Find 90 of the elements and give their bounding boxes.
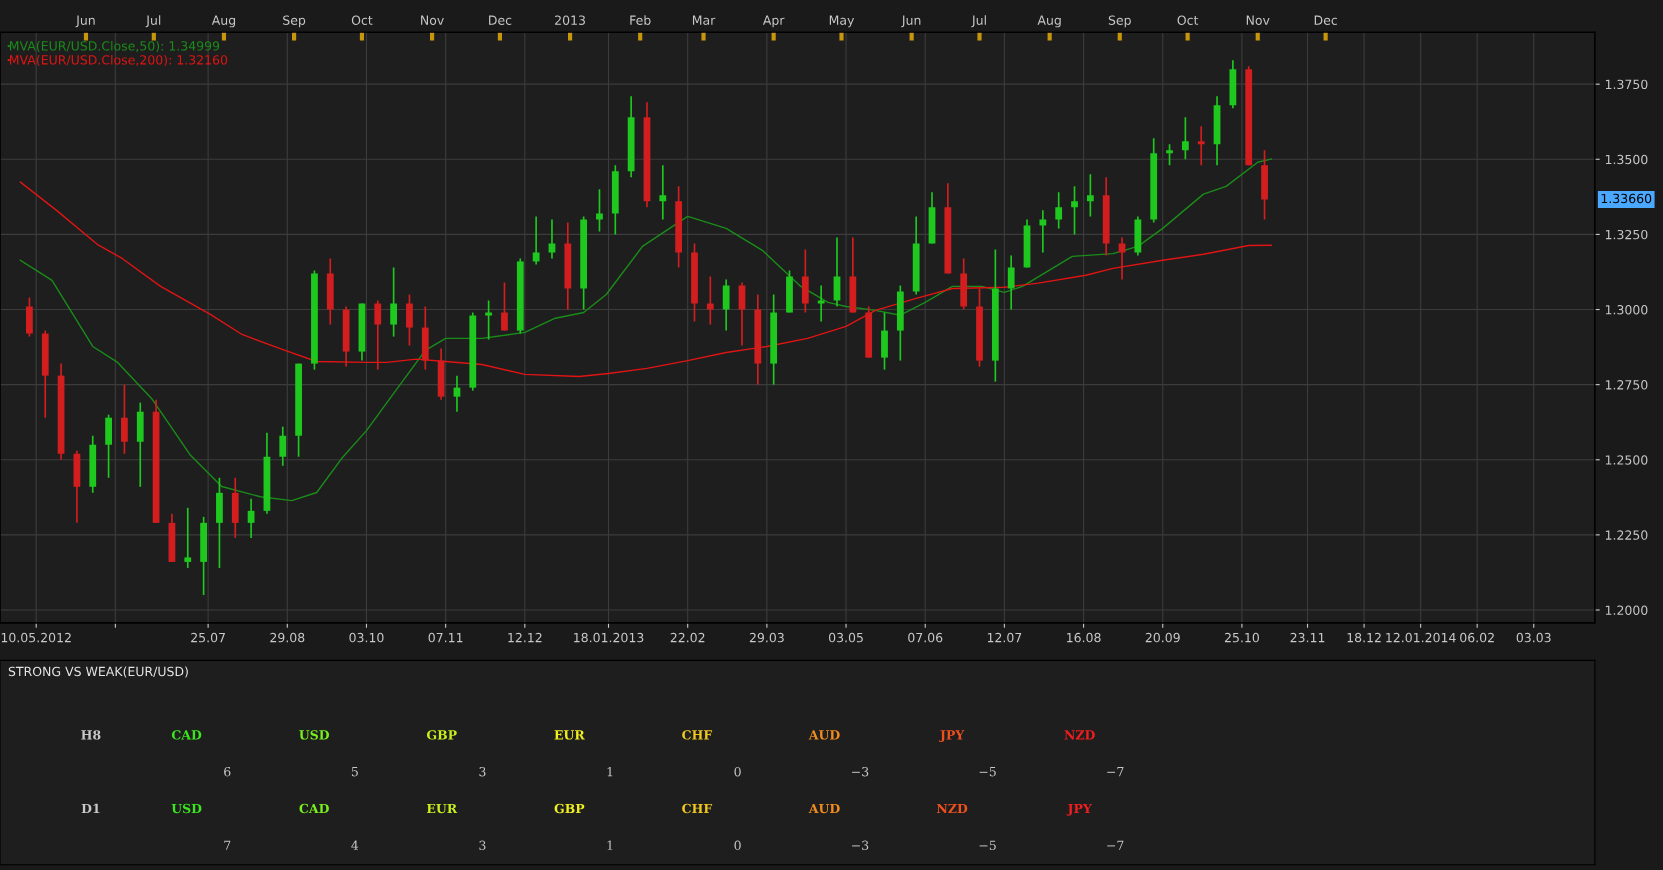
x2-tick-label: 2013 [555, 15, 585, 25]
text: CHF 0 [682, 730, 741, 777]
candlestick [1007, 254, 1015, 311]
x-tick-label: 18.01.2013 [574, 632, 644, 643]
y-tick-label: 1.2750 [1605, 380, 1648, 390]
x2-tick-label: May [829, 15, 855, 28]
candlestick [390, 266, 398, 338]
x-tick-label: 03.10 [349, 632, 384, 643]
candlestick [1197, 125, 1205, 167]
candlestick [501, 281, 508, 332]
candlestick [374, 299, 382, 371]
y-tick-label: 1.3500 [1605, 154, 1648, 165]
x-tick-label: 03.03 [1516, 632, 1551, 643]
candlestick [279, 425, 287, 467]
y-tick-label: 1.3250 [1605, 229, 1648, 240]
text: EUR 3 [426, 803, 486, 851]
candlestick [1181, 116, 1189, 161]
x-tick-label: 29.03 [749, 632, 784, 643]
x2-tick-label: Nov [421, 15, 444, 25]
text: EUR 1 [554, 730, 613, 777]
category-label: D1 [81, 803, 100, 814]
text: JPY −7 [1066, 803, 1124, 850]
y-tick-label: 1.2500 [1605, 455, 1648, 465]
x-tick-label: 20.09 [1145, 632, 1180, 643]
x-tick-label: 12.12 [508, 632, 542, 643]
x-tick-label: 06.02 [1460, 632, 1494, 643]
candlestick [1166, 143, 1173, 167]
text: NZD −7 [1064, 730, 1124, 777]
x2-tick-label: Nov [1246, 15, 1270, 25]
text: CAD 4 [299, 803, 359, 850]
x2-tick-label: Oct [1177, 15, 1199, 25]
x2-tick-label: Oct [351, 15, 373, 25]
text: AUD −3 [808, 803, 869, 851]
legend-label: MVA(EUR/USD.Close,200): 1.32160 [9, 54, 228, 67]
x2-tick-label: Apr [762, 15, 785, 28]
legend-label: MVA(EUR/USD.Close,50): 1.34999 [9, 40, 220, 53]
x2-tick-label: Aug [1037, 15, 1061, 28]
x2-tick-label: Jun [901, 15, 921, 28]
candlestick [532, 215, 540, 266]
line-series [19, 181, 1273, 378]
x-tick-label: 29.08 [270, 632, 305, 643]
x2-tick-label: Jun [75, 15, 95, 28]
x2-tick-label: Mar [692, 15, 716, 25]
x2-tick-label: Sep [1108, 15, 1131, 28]
candlestick [1071, 185, 1078, 236]
x2-tick-label: Aug [211, 15, 236, 28]
candlestick [706, 275, 714, 326]
y-tick-label: 1.3000 [1605, 305, 1648, 315]
y-tick-label: 1.2000 [1605, 605, 1648, 615]
x2-tick-label: Sep [283, 15, 306, 28]
x2-tick-label: Dec [1314, 15, 1337, 25]
candlestick [1055, 191, 1063, 230]
text: USD 5 [299, 730, 358, 777]
candlestick [596, 188, 603, 233]
x-tick-label: 12.07 [987, 632, 1022, 643]
x-tick-label: 16.08 [1067, 632, 1101, 643]
x2-tick-label: Dec [489, 15, 512, 25]
text: CHF 0 [682, 803, 741, 851]
x-tick-label: 07.06 [908, 632, 943, 643]
line-series [19, 158, 1273, 502]
x2-tick-label: Jul [145, 15, 161, 28]
candlestick [485, 299, 493, 341]
text: USD 7 [171, 803, 231, 850]
x-tick-label: 12.01.2014 [1386, 632, 1456, 643]
x-tick-label: 23.11 [1290, 632, 1325, 643]
candlestick [1086, 173, 1094, 218]
text: JPY −5 [939, 730, 996, 777]
category-label: H8 [81, 730, 101, 740]
text: NZD −5 [936, 803, 996, 851]
y-tick-label: 1.3750 [1605, 79, 1648, 90]
candlestick [1039, 209, 1047, 254]
x-tick-label: 25.10 [1224, 632, 1259, 643]
candlestick [817, 284, 825, 323]
text: AUD −3 [808, 730, 869, 777]
text: 1.33660 [1601, 193, 1652, 204]
x-tick-label: 25.07 [191, 632, 225, 643]
x2-tick-label: Jul [971, 15, 986, 28]
candlestick [659, 164, 667, 221]
candlestick [184, 507, 192, 569]
x-tick-label: 03.05 [828, 632, 863, 643]
y-tick-label: 1.2250 [1605, 530, 1648, 540]
x-tick-label: 22.02 [670, 632, 705, 643]
text: CAD 6 [171, 730, 231, 777]
x-tick-label: 18.12 [1347, 632, 1381, 643]
text: STRONG VS WEAK(EUR/USD) [8, 666, 188, 678]
text: GBP 1 [554, 803, 613, 850]
x-tick-label: 10.05.2012 [1, 632, 71, 643]
text: GBP 3 [426, 730, 486, 777]
x2-tick-label: Feb [630, 15, 651, 25]
x-tick-label: 07.11 [428, 632, 463, 643]
